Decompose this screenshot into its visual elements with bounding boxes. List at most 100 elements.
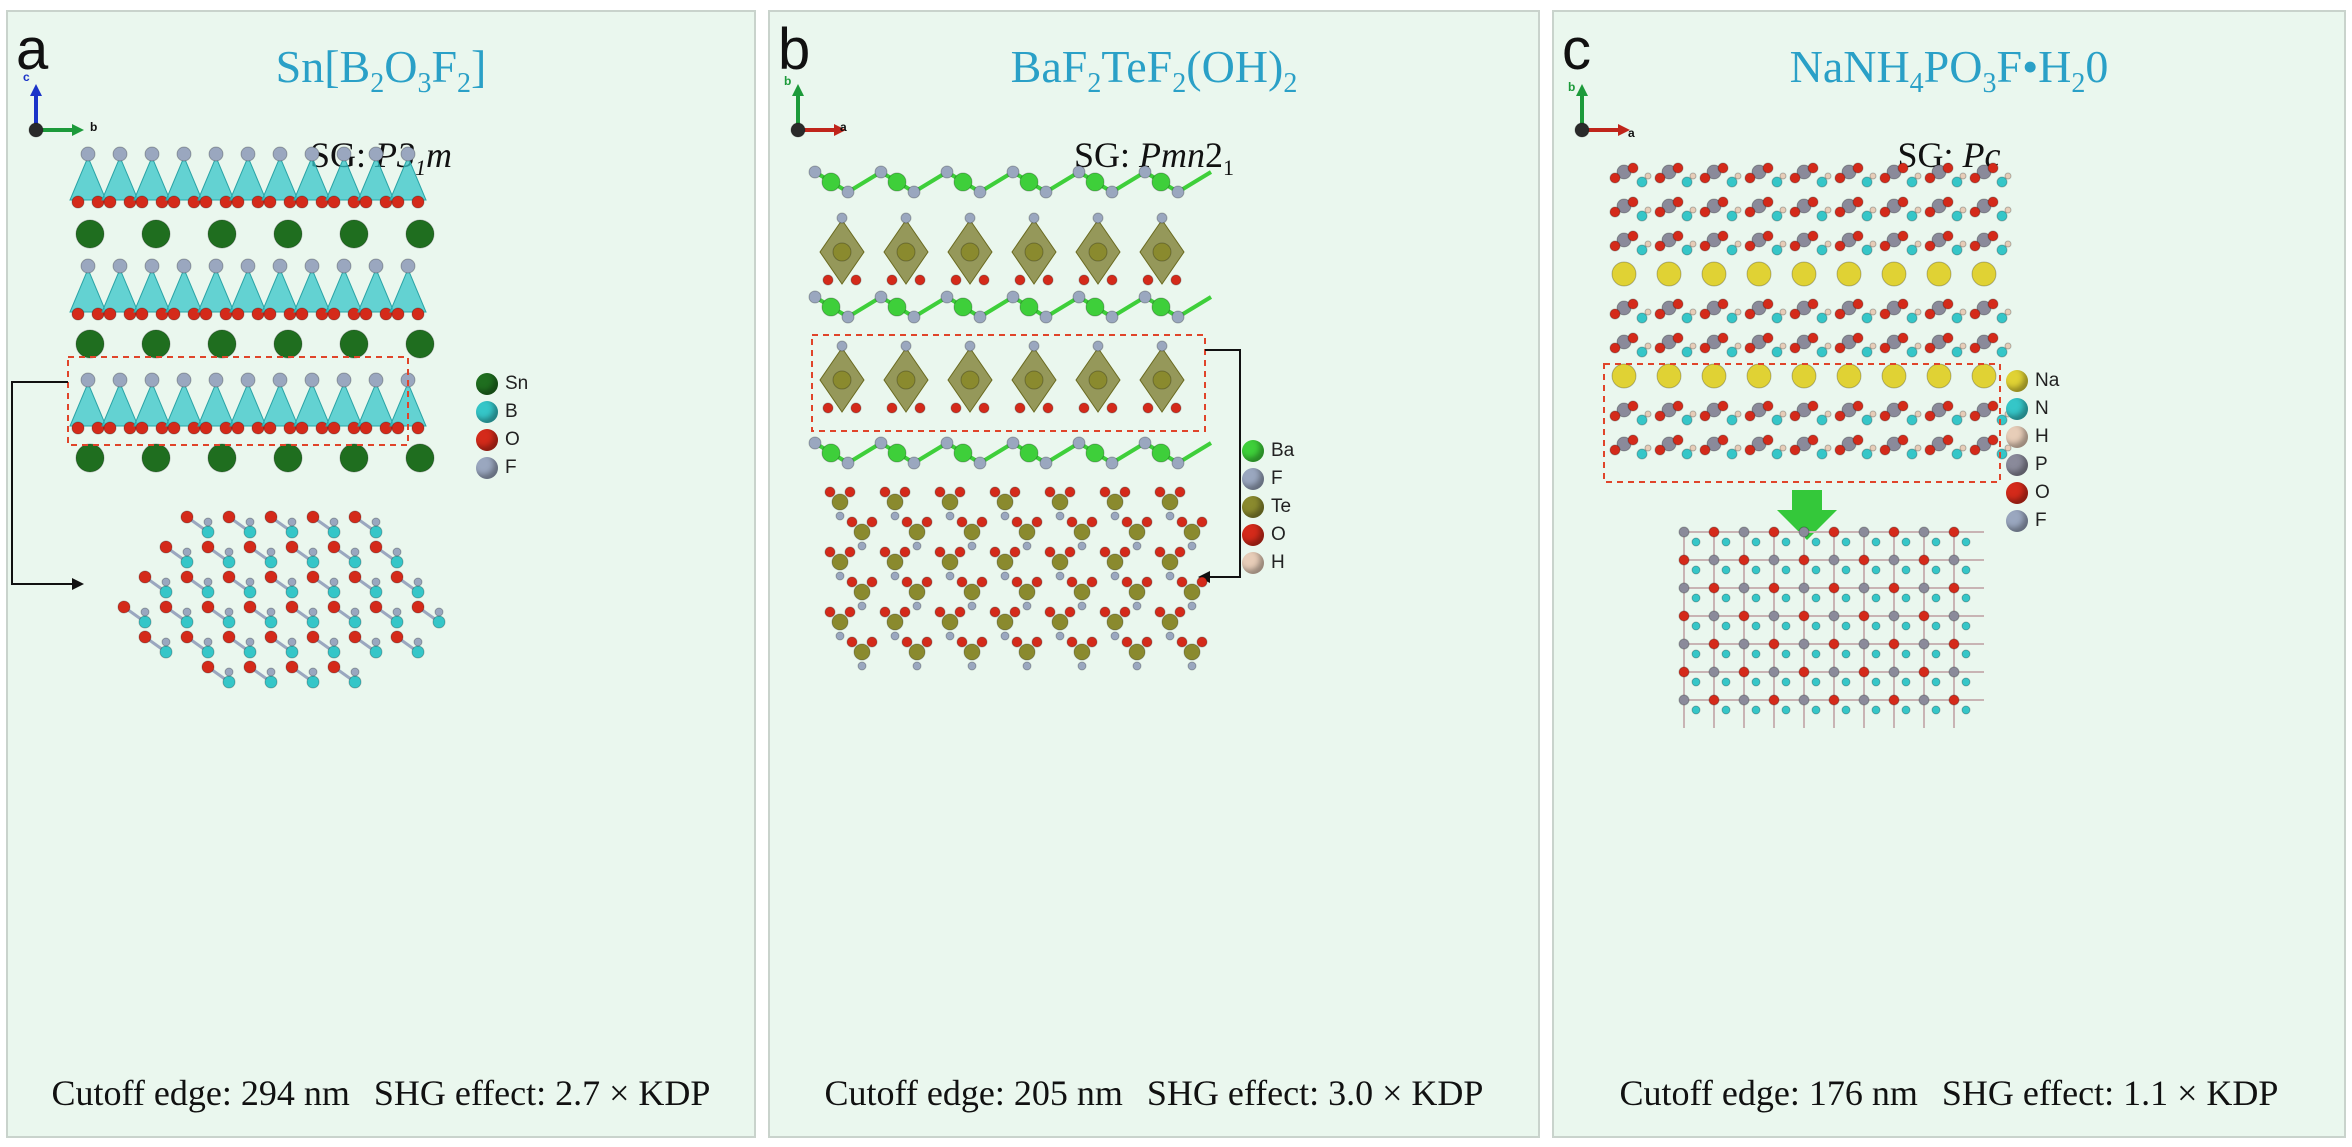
n-atom [1871,593,1881,603]
lattice-atom [1678,638,1690,650]
f-atom [208,146,224,162]
o-atom [844,546,856,558]
o-atom [1672,230,1684,242]
f-atom [808,165,822,179]
o-atom [222,570,236,584]
o-atom [1174,486,1186,498]
cutoff-edge: Cutoff edge: 294 nm [51,1073,350,1113]
te-atom [1018,523,1036,541]
arrowhead [72,578,84,590]
n-atom [1906,414,1918,426]
o-atom [1196,576,1208,588]
o-atom [103,307,117,321]
n-atom [1771,448,1783,460]
o-atom [1009,486,1021,498]
o-atom [1042,274,1054,286]
legend-item: F [2006,507,2059,535]
lattice-atom [1678,694,1690,706]
lattice-atom [1678,526,1690,538]
ba-atom [1019,443,1039,463]
te-atom [908,643,926,661]
o-atom [1762,332,1774,344]
compound-formula: NaNH4PO3F•H20 [1789,41,2109,100]
h-atom [1734,308,1742,316]
lattice-atom [1888,694,1900,706]
lattice-atom [1948,610,1960,622]
o-atom [231,195,245,209]
h-atom [1779,172,1787,180]
te-atom [1024,370,1044,390]
f-atom [80,372,96,388]
o-atom [846,516,858,528]
ba-atom [1151,172,1171,192]
f-atom [857,661,867,671]
n-atom [1996,210,2008,222]
o-atom [879,486,891,498]
bf-tetrahedron [165,267,203,313]
n-atom [1951,414,1963,426]
f-atom [1110,571,1120,581]
panel-c: c NaNH4PO3F•H20 SG: Pc b a Na N H P O F … [1552,10,2346,1138]
o-atom [1987,400,1999,412]
te-atom [1152,370,1172,390]
o-atom [71,307,85,321]
shg-effect: SHG effect: 1.1 × KDP [1941,1073,2279,1113]
n-atom [1996,244,2008,256]
o-atom [187,421,201,435]
o-atom [1042,402,1054,414]
axis-arrow-up [792,84,804,96]
te-atom [831,553,849,571]
o-atom [1627,434,1639,446]
f-atom [287,577,297,587]
o-atom [1987,230,1999,242]
n-atom [1841,537,1851,547]
o-atom [283,421,297,435]
o-atom [1031,576,1043,588]
f-atom [350,667,360,677]
h-atom [1914,410,1922,418]
f-atom [368,372,384,388]
o-atom [411,195,425,209]
o-atom [1879,444,1891,456]
bf-tetrahedron [133,155,171,201]
o-atom [846,636,858,648]
f-atom [1077,601,1087,611]
na-atom [1746,363,1772,389]
bf-tetrahedron [357,267,395,313]
f-atom [1039,310,1053,324]
n-atom [1816,312,1828,324]
f-atom [304,258,320,274]
o-atom [1174,546,1186,558]
n-atom [1771,176,1783,188]
panel-footer: Cutoff edge: 205 nm SHG effect: 3.0 × KDP [770,1072,1538,1114]
down-arrow [1777,490,1837,540]
n-atom [1906,244,1918,256]
lattice-atom [1948,582,1960,594]
o-atom [1852,162,1864,174]
o-atom [1121,636,1133,648]
connector-arrow [1205,349,1241,578]
n-atom [1771,346,1783,358]
f-atom [964,340,976,352]
o-atom [1744,444,1756,456]
bf-tetrahedron [325,381,363,427]
o-atom [1141,516,1153,528]
lattice-atom [1918,610,1930,622]
f-atom [1132,661,1142,671]
te-atom [941,613,959,631]
f-atom [371,577,381,587]
f-atom [266,667,276,677]
na-atom [1881,363,1907,389]
o-atom [1879,342,1891,354]
o-atom [155,195,169,209]
f-atom [841,310,855,324]
o-atom [1654,444,1666,456]
b-atom [201,645,215,659]
h-atom [1644,240,1652,248]
n-atom [1961,593,1971,603]
te-atom [1183,643,1201,661]
o-atom [117,600,131,614]
n-atom [1726,346,1738,358]
o-atom [379,195,393,209]
legend-item: O [1242,521,1294,549]
